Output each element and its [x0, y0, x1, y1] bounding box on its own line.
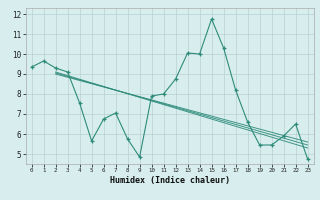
X-axis label: Humidex (Indice chaleur): Humidex (Indice chaleur)	[109, 176, 230, 185]
